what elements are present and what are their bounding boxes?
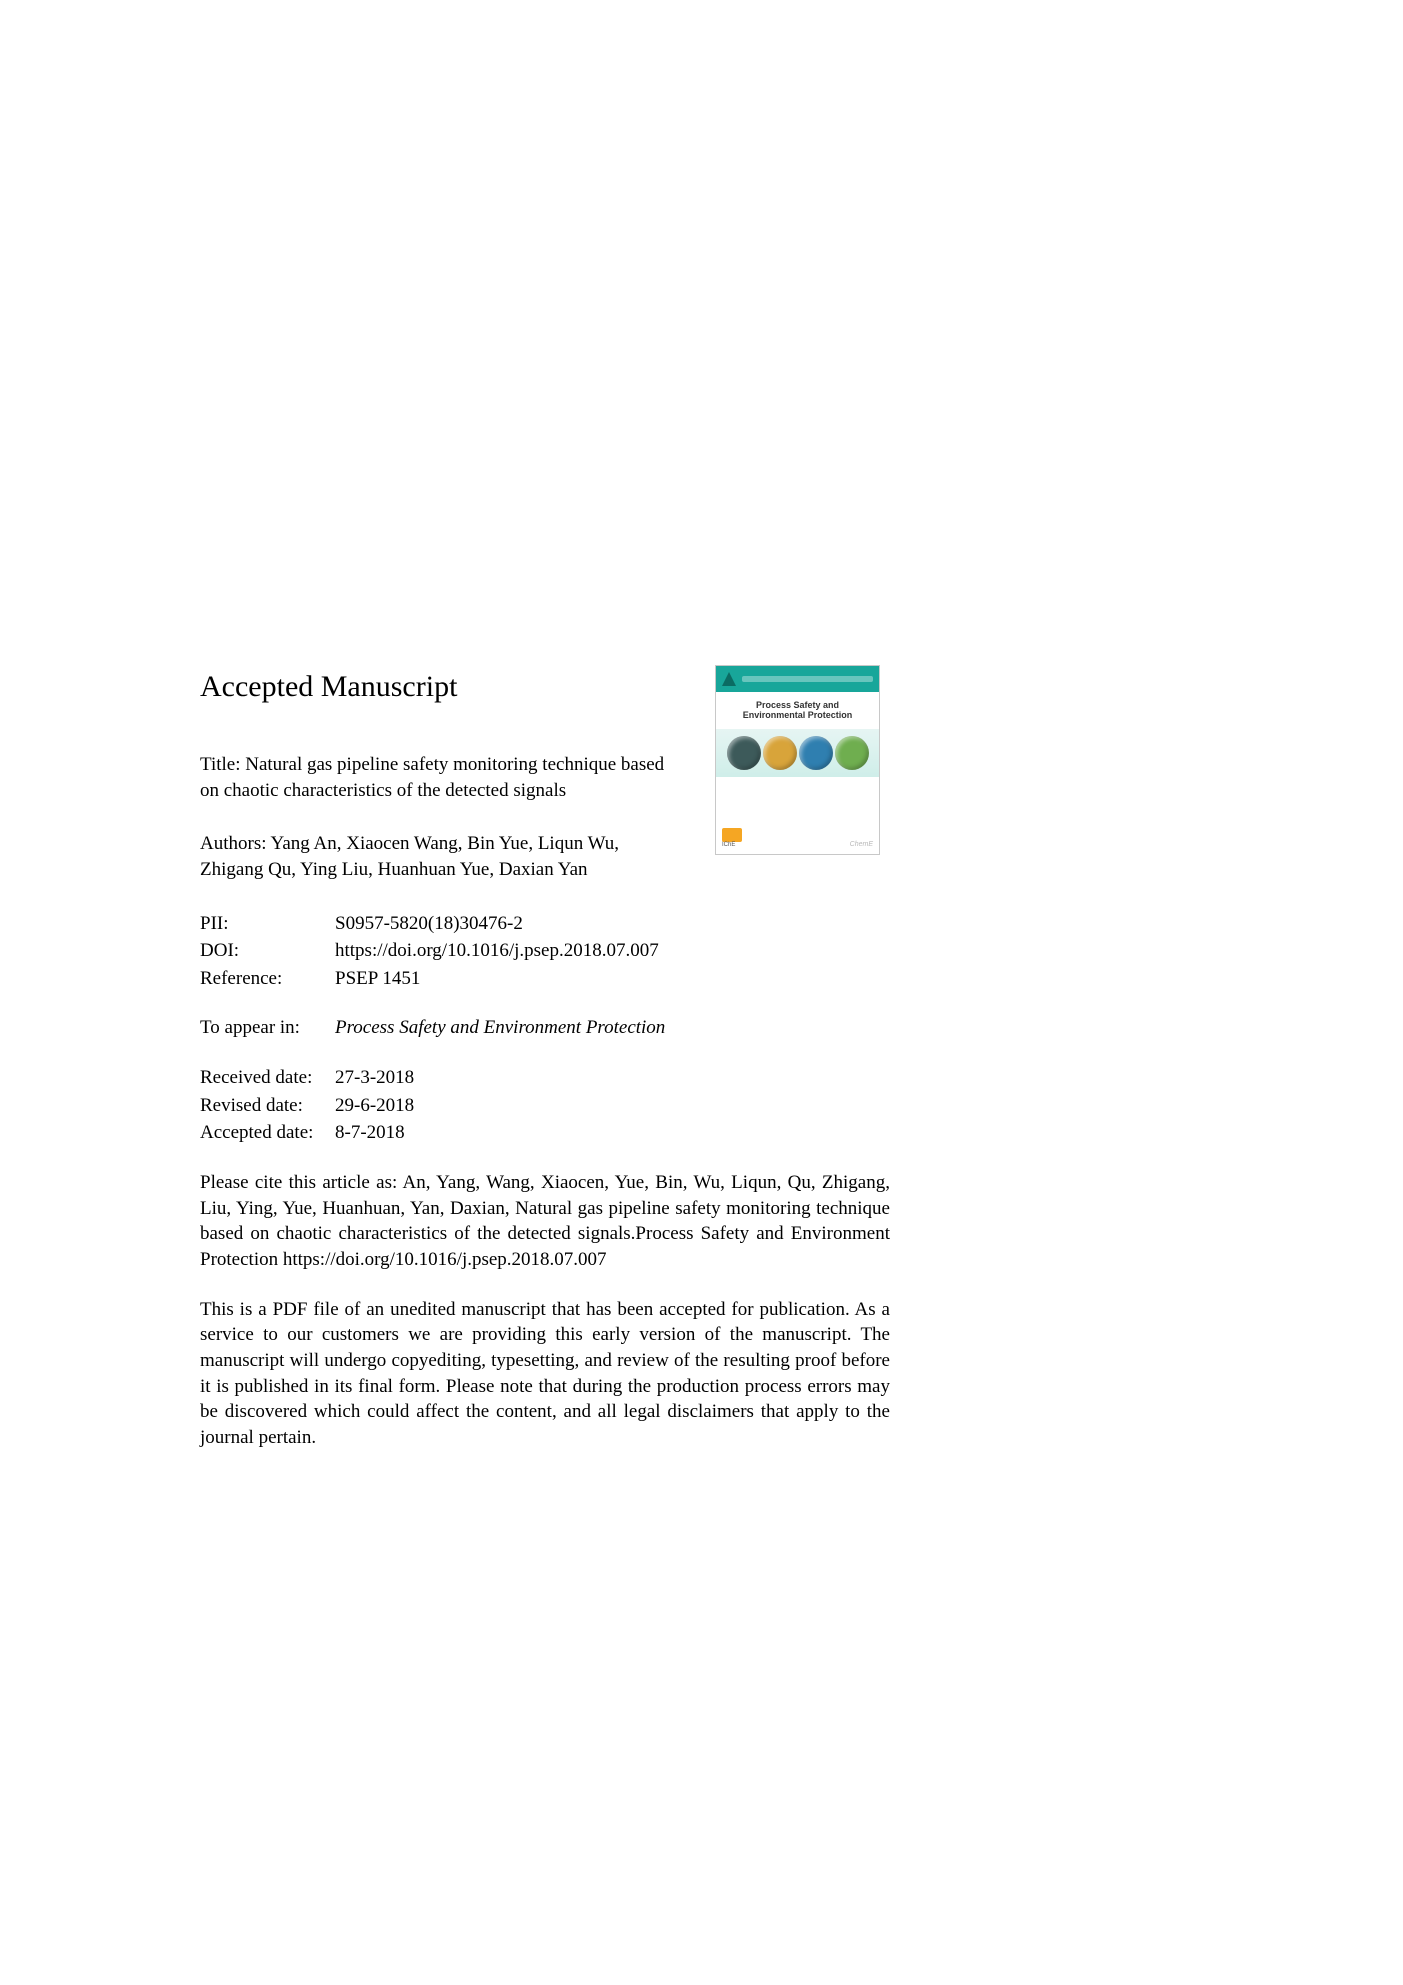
disclaimer-paragraph: This is a PDF file of an unedited manusc… [200,1297,890,1451]
cover-footer: IChE ChemE [722,828,873,848]
received-label: Received date: [200,1065,335,1091]
cover-artwork-row [716,729,879,777]
cover-badge-wrap: IChE [722,828,742,848]
accepted-value: 8-7-2018 [335,1120,890,1146]
appear-in-table: To appear in: Process Safety and Environ… [200,1015,890,1041]
title-row: Title: Natural gas pipeline safety monit… [200,752,680,803]
authors-label: Authors: [200,833,271,854]
cover-journal-title: Process Safety and Environmental Protect… [716,692,879,723]
doi-label: DOI: [200,938,335,964]
appear-in-label: To appear in: [200,1015,335,1041]
cover-header-bar [716,666,879,692]
received-value: 27-3-2018 [335,1065,890,1091]
cover-circle-4 [835,736,869,770]
doi-value[interactable]: https://doi.org/10.1016/j.psep.2018.07.0… [335,938,890,964]
cover-publisher: ChemE [850,841,873,848]
reference-label: Reference: [200,966,335,992]
revised-value: 29-6-2018 [335,1093,890,1119]
cover-circle-2 [763,736,797,770]
appear-in-journal: Process Safety and Environment Protectio… [335,1015,890,1041]
revised-label: Revised date: [200,1093,335,1119]
reference-value: PSEP 1451 [335,966,890,992]
authors-row: Authors: Yang An, Xiaocen Wang, Bin Yue,… [200,831,680,882]
cover-circle-3 [799,736,833,770]
pii-value: S0957-5820(18)30476-2 [335,911,890,937]
accepted-label: Accepted date: [200,1120,335,1146]
pii-label: PII: [200,911,335,937]
title-text: Natural gas pipeline safety monitoring t… [200,754,664,801]
dates-table: Received date: 27-3-2018 Revised date: 2… [200,1065,890,1146]
cover-header-line [742,676,873,682]
journal-cover-thumbnail: Process Safety and Environmental Protect… [715,665,880,855]
cover-circle-1 [727,736,761,770]
citation-paragraph: Please cite this article as: An, Yang, W… [200,1170,890,1273]
meta-block: Title: Natural gas pipeline safety monit… [200,752,890,1450]
identifiers-table: PII: S0957-5820(18)30476-2 DOI: https://… [200,911,890,992]
title-label: Title: [200,754,245,775]
cover-badge-icon [722,828,742,842]
cover-badge-label: IChE [722,842,742,848]
elsevier-tree-icon [722,672,736,686]
